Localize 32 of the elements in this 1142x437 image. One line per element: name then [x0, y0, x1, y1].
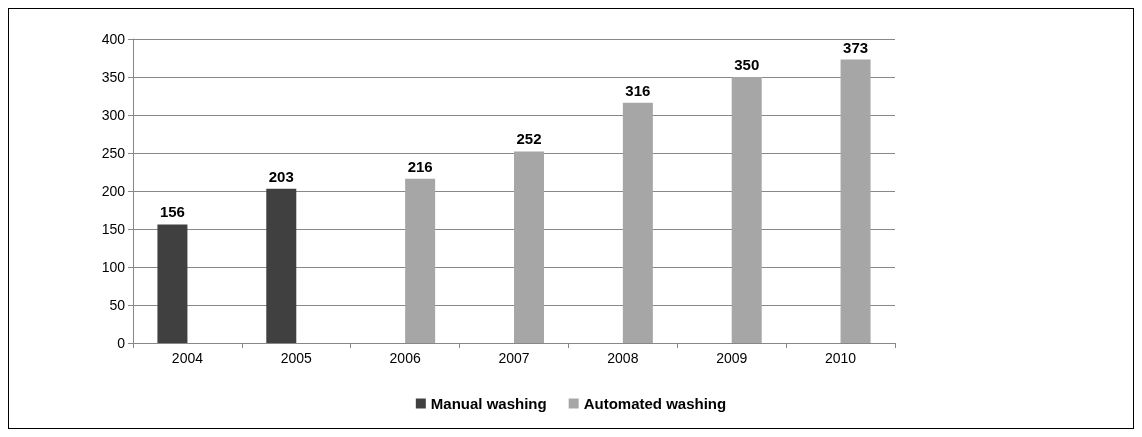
x-tick-label: 2004 [171, 350, 204, 366]
bar [405, 178, 436, 343]
bar [840, 59, 871, 343]
data-label: 252 [516, 130, 542, 148]
y-tick-label: 350 [101, 69, 126, 85]
x-tick-label: 2007 [498, 350, 530, 366]
y-tick-label: 300 [101, 107, 126, 123]
legend-label: Manual washing [430, 395, 547, 412]
data-label: 350 [734, 56, 760, 73]
data-label: 373 [843, 38, 869, 56]
bar [514, 151, 544, 343]
x-tick-label: 2009 [716, 350, 748, 366]
y-tick-label: 0 [117, 335, 126, 351]
x-tick-label: 2008 [607, 350, 639, 366]
y-tick-label: 200 [101, 183, 126, 199]
data-label: 216 [407, 157, 433, 175]
y-tick-label: 400 [101, 31, 126, 47]
x-tick-label: 2010 [824, 350, 857, 366]
data-label: 156 [159, 203, 185, 221]
data-label: 203 [268, 167, 294, 185]
x-tick-label: 2005 [280, 350, 313, 366]
y-tick-label: 100 [101, 259, 126, 275]
x-tick-label: 2006 [389, 350, 421, 366]
data-label: 316 [625, 81, 651, 99]
y-tick-label: 50 [109, 297, 126, 313]
bar [731, 77, 762, 343]
bar [157, 224, 188, 343]
legend-label: Automated washing [583, 395, 727, 412]
y-tick-label: 250 [101, 145, 126, 161]
bar [622, 102, 653, 343]
bar [266, 188, 297, 343]
y-tick-label: 150 [101, 221, 126, 237]
